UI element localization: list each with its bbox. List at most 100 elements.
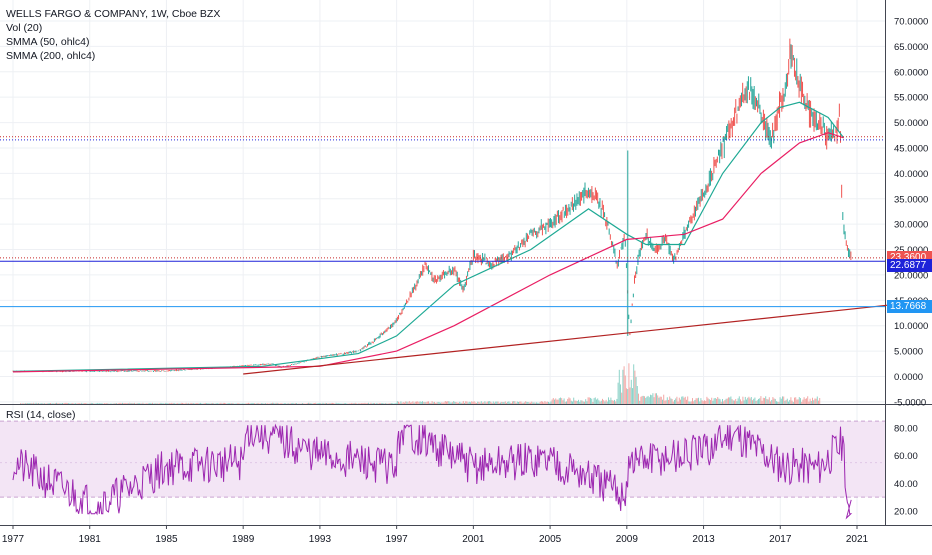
smma200-indicator-label[interactable]: SMMA (200, ohlc4) [6, 49, 220, 63]
volume-bar [492, 403, 493, 404]
volume-bar [165, 403, 166, 404]
volume-bar [699, 401, 700, 404]
volume-bar [760, 396, 761, 404]
volume-bar [607, 402, 608, 404]
volume-bar [579, 402, 580, 404]
volume-bar [64, 403, 65, 404]
volume-bar [450, 403, 451, 404]
volume-bar [252, 403, 253, 404]
volume-bar [459, 402, 460, 404]
volume-bar [205, 403, 206, 404]
volume-bar [151, 403, 152, 404]
volume-bar [592, 402, 593, 404]
volume-bar [343, 403, 344, 404]
volume-bar [469, 402, 470, 404]
volume-bar [49, 403, 50, 404]
volume-bar [646, 397, 647, 404]
symbol-title[interactable]: WELLS FARGO & COMPANY, 1W, Cboe BZX [6, 7, 220, 21]
time-axis-label: 2021 [846, 534, 869, 545]
volume-bar [363, 403, 364, 404]
price-axis-label: 55.0000 [894, 93, 928, 104]
smma50-indicator-label[interactable]: SMMA (50, ohlc4) [6, 35, 220, 49]
volume-bar [703, 401, 704, 404]
volume-bar [688, 401, 689, 404]
volume-bar [253, 403, 254, 404]
volume-bar [510, 403, 511, 404]
volume-bar [267, 403, 268, 404]
price-axis-label: 70.0000 [894, 17, 928, 28]
volume-bar [487, 402, 488, 404]
volume-bar [259, 403, 260, 404]
volume-bar [354, 403, 355, 404]
volume-bar [415, 402, 416, 404]
volume-bar [405, 401, 406, 404]
volume-bar [520, 401, 521, 404]
volume-bar [63, 403, 64, 404]
volume-bar [298, 403, 299, 404]
volume-bar [434, 402, 435, 404]
volume-bar [271, 403, 272, 404]
volume-indicator-label[interactable]: Vol (20) [6, 21, 220, 35]
volume-bar [441, 402, 442, 404]
volume-bar [724, 400, 725, 404]
volume-bar [408, 402, 409, 404]
volume-bar [594, 398, 595, 404]
time-axis-label: 1981 [79, 534, 102, 545]
volume-bar [248, 403, 249, 404]
volume-bar [751, 397, 752, 404]
volume-bar [729, 397, 730, 404]
volume-bar [388, 403, 389, 404]
price-axis-label: -5.0000 [894, 397, 926, 408]
volume-bar [309, 403, 310, 404]
volume-bar [163, 403, 164, 404]
volume-bar [61, 403, 62, 404]
volume-bar [390, 403, 391, 404]
volume-bar [308, 403, 309, 404]
volume-bar [136, 403, 137, 404]
volume-bar [567, 399, 568, 404]
volume-bar [504, 402, 505, 404]
volume-bar [685, 397, 686, 404]
volume-bar [466, 401, 467, 404]
volume-bar [141, 403, 142, 404]
volume-bar [186, 403, 187, 404]
volume-bar [709, 399, 710, 404]
volume-bar [692, 398, 693, 404]
volume-bar [360, 403, 361, 404]
time-axis-label: 1977 [2, 534, 25, 545]
volume-bar [690, 402, 691, 404]
volume-bar [705, 401, 706, 404]
volume-bar [524, 402, 525, 404]
volume-bar [68, 403, 69, 404]
volume-bar [650, 395, 651, 404]
volume-bar [193, 403, 194, 404]
volume-bar [373, 403, 374, 404]
volume-bar [679, 398, 680, 404]
volume-bar [66, 403, 67, 404]
volume-bar [460, 403, 461, 404]
volume-bar [254, 403, 255, 404]
volume-bar [342, 403, 343, 404]
volume-bar [338, 403, 339, 404]
volume-bar [204, 403, 205, 404]
volume-bar [256, 403, 257, 404]
volume-bar [810, 399, 811, 404]
volume-bar [660, 397, 661, 404]
volume-bar [694, 400, 695, 404]
volume-bar [316, 403, 317, 404]
volume-bar [523, 403, 524, 404]
volume-bar [424, 402, 425, 404]
volume-bar [228, 403, 229, 404]
volume-bar [386, 403, 387, 404]
rsi-indicator-label[interactable]: RSI (14, close) [6, 409, 75, 421]
volume-bar [734, 401, 735, 404]
volume-bar [813, 400, 814, 404]
volume-bar [391, 403, 392, 404]
volume-bar [673, 402, 674, 404]
volume-bar [727, 399, 728, 404]
volume-bar [278, 403, 279, 404]
volume-bar [649, 397, 650, 404]
volume-bar [716, 399, 717, 404]
